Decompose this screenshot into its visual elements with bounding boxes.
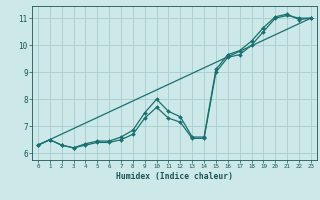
X-axis label: Humidex (Indice chaleur): Humidex (Indice chaleur) bbox=[116, 172, 233, 181]
